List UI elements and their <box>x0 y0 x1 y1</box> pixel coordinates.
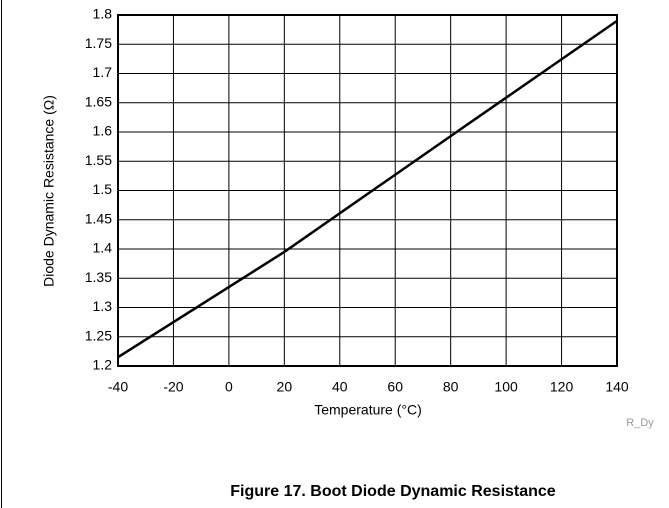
caption: Figure 17. Boot Diode Dynamic Resistance <box>230 483 556 500</box>
data-line <box>117 19 618 359</box>
y-tick-label: 1.6 <box>93 123 113 139</box>
plot-frame <box>117 14 618 367</box>
x-tick-label: 20 <box>277 379 293 395</box>
y-tick-label: 1.25 <box>85 327 112 343</box>
x-tick-label: 40 <box>332 379 348 395</box>
y-tick-label: 1.7 <box>93 64 113 80</box>
y-tick-label: 1.8 <box>93 6 113 22</box>
y-tick-label: 1.35 <box>85 269 112 285</box>
x-tick-label: 0 <box>225 379 233 395</box>
x-tick-label: 60 <box>387 379 403 395</box>
x-tick-label: 100 <box>494 379 518 395</box>
y-tick-label: 1.5 <box>93 181 113 197</box>
x-tick-label: 140 <box>605 379 629 395</box>
x-tick-label: -20 <box>163 379 183 395</box>
y-tick-label: 1.65 <box>85 93 112 109</box>
annotation: R_Dy <box>626 417 654 429</box>
x-axis-label: Temperature (°C) <box>314 402 422 418</box>
y-tick-label: 1.4 <box>93 240 113 256</box>
y-tick-label: 1.2 <box>93 357 113 373</box>
x-tick-label: 120 <box>550 379 574 395</box>
x-tick-label: 80 <box>443 379 459 395</box>
y-tick-label: 1.75 <box>85 35 112 51</box>
y-tick-label: 1.55 <box>85 152 112 168</box>
x-tick-label: -40 <box>108 379 128 395</box>
y-axis-label: Diode Dynamic Resistance (Ω) <box>41 95 57 287</box>
y-tick-label: 1.3 <box>93 298 113 314</box>
y-tick-label: 1.45 <box>85 210 112 226</box>
